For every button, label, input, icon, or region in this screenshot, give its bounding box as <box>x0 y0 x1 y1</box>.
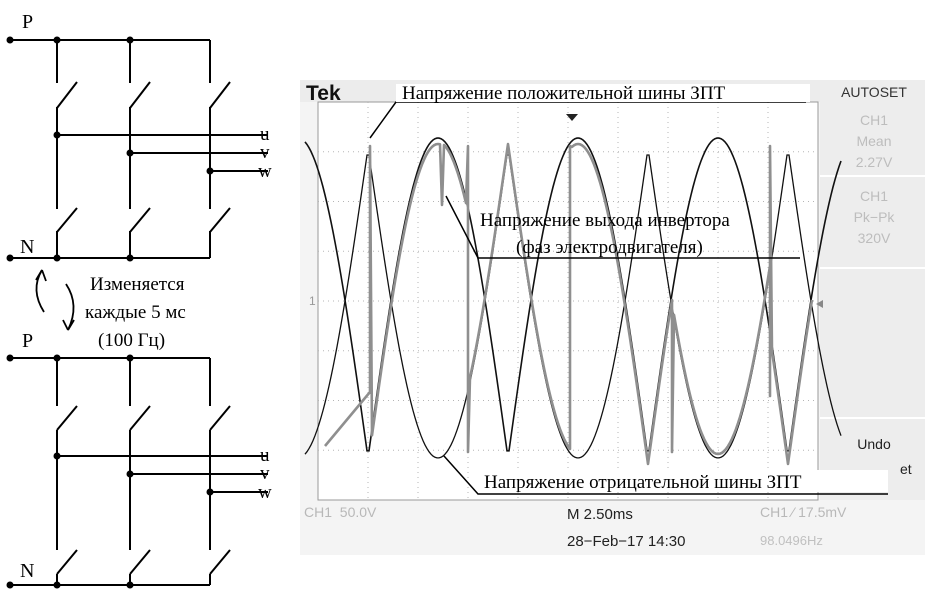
top-inverter-bridge <box>10 39 268 259</box>
switch-lower-v <box>129 207 151 233</box>
top-n-label: N <box>20 236 34 258</box>
switch-upper-v <box>129 81 151 109</box>
negative-bus-annotation: Напряжение отрицательной шины ЗПТ <box>484 472 802 493</box>
switch-arrows <box>35 269 75 331</box>
meas1-type: Mean <box>856 133 891 149</box>
timebase: M 2.50ms <box>567 506 633 523</box>
frequency-readout: 98.0496Hz <box>760 533 823 548</box>
bottom-switch-upper-u <box>56 405 78 431</box>
bottom-switch-lower-w <box>209 549 231 575</box>
bottom-switch-upper-v <box>129 405 151 431</box>
meas2-type: Pk−Pk <box>854 209 896 225</box>
channel-1-marker: 1 <box>309 294 316 308</box>
meas1-value: 2.27V <box>856 154 893 170</box>
undo-button[interactable]: Undo <box>857 436 891 452</box>
meas2-channel: CH1 <box>860 188 888 204</box>
switch-note-line2: каждые 5 мс <box>85 302 186 323</box>
inverter-output-trace <box>324 142 814 466</box>
top-bridge-nodes <box>6 36 214 262</box>
switch-lower-w <box>209 207 231 233</box>
top-phase-v-label: v <box>260 142 270 163</box>
inverter-output-annotation-line1: Напряжение выхода инвертора <box>480 210 730 231</box>
switch-note-line3: (100 Гц) <box>98 330 165 351</box>
switch-note-line1: Изменяется <box>90 274 185 295</box>
scope-right-panel <box>820 80 925 500</box>
undo-button-line2: et <box>900 461 912 477</box>
channel-scale: CH1 50.0V <box>304 504 377 520</box>
top-phase-u-label: u <box>260 124 270 145</box>
date-time: 28−Feb−17 14:30 <box>567 533 685 550</box>
switch-upper-u <box>56 81 78 109</box>
meas2-value: 320V <box>858 230 891 246</box>
bottom-bridge-nodes <box>6 354 214 589</box>
bottom-switch-upper-w <box>209 405 231 431</box>
bottom-switch-lower-u <box>56 549 78 575</box>
inverter-output-annotation-line2: (фаз электродвигателя) <box>516 237 703 258</box>
trigger-position-marker <box>566 114 578 121</box>
bottom-inverter-bridge <box>10 357 268 586</box>
positive-bus-annotation: Напряжение положительной шины ЗПТ <box>402 83 726 104</box>
bottom-phase-v-label: v <box>260 463 270 484</box>
top-bridge-switches <box>54 83 213 231</box>
switch-lower-u <box>56 207 78 233</box>
scope-traces <box>304 137 842 466</box>
meas1-channel: CH1 <box>860 112 888 128</box>
top-p-label: P <box>22 11 33 33</box>
bottom-n-label: N <box>20 560 34 582</box>
autoset-button[interactable]: AUTOSET <box>841 84 907 100</box>
scope-brand: Tek <box>306 82 341 105</box>
bottom-phase-u-label: u <box>260 445 270 466</box>
switch-upper-w <box>209 81 231 109</box>
bottom-phase-w-label: w <box>258 482 272 503</box>
bottom-switch-lower-v <box>129 549 151 575</box>
trigger-setting: CH1 ⁄ 17.5mV <box>760 504 847 520</box>
top-phase-w-label: w <box>258 161 272 182</box>
trigger-level-marker <box>816 300 823 308</box>
bottom-p-label: P <box>22 330 33 352</box>
